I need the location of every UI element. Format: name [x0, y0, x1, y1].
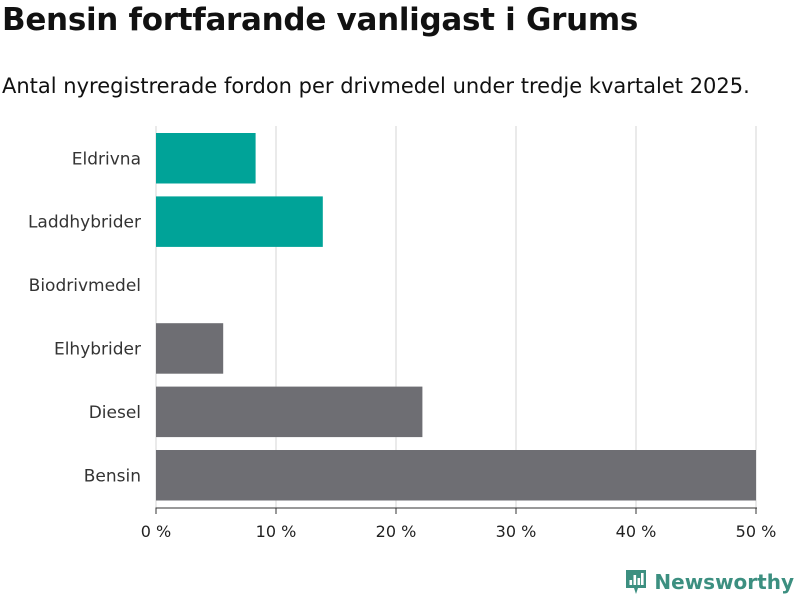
x-tick-label: 40 % — [616, 522, 657, 541]
category-label: Laddhybrider — [28, 213, 141, 233]
bars — [156, 133, 756, 501]
bar-eldrivna — [156, 133, 256, 184]
bar-diesel — [156, 386, 423, 438]
x-tick-label: 30 % — [496, 522, 537, 541]
gridlines — [155, 126, 757, 508]
chart-title: Bensin fortfarande vanligast i Grums — [2, 2, 639, 38]
category-label: Bensin — [84, 466, 141, 486]
x-tick-label: 0 % — [141, 522, 171, 541]
category-labels: Eldrivna Laddhybrider Biodrivmedel Elhybrid… — [28, 149, 141, 486]
bar-bensin — [156, 450, 756, 501]
category-label: Biodrivmedel — [29, 276, 141, 296]
brand-logo: Newsworthy — [624, 568, 794, 596]
brand-name: Newsworthy — [654, 570, 794, 594]
bar-laddhybrider — [156, 196, 323, 247]
category-label: Elhybrider — [54, 339, 141, 359]
x-axis: 0 % 10 % 20 % 30 % 40 % 50 % — [141, 507, 777, 541]
x-tick-label: 20 % — [376, 522, 417, 541]
x-tick-label: 10 % — [256, 522, 297, 541]
category-label: Diesel — [89, 403, 141, 423]
chart-subtitle: Antal nyregistrerade fordon per drivmede… — [2, 74, 750, 98]
x-tick-label: 50 % — [736, 522, 777, 541]
bar-elhybrider — [156, 323, 224, 374]
newsworthy-logo-icon — [626, 570, 647, 594]
category-label: Eldrivna — [72, 149, 141, 169]
